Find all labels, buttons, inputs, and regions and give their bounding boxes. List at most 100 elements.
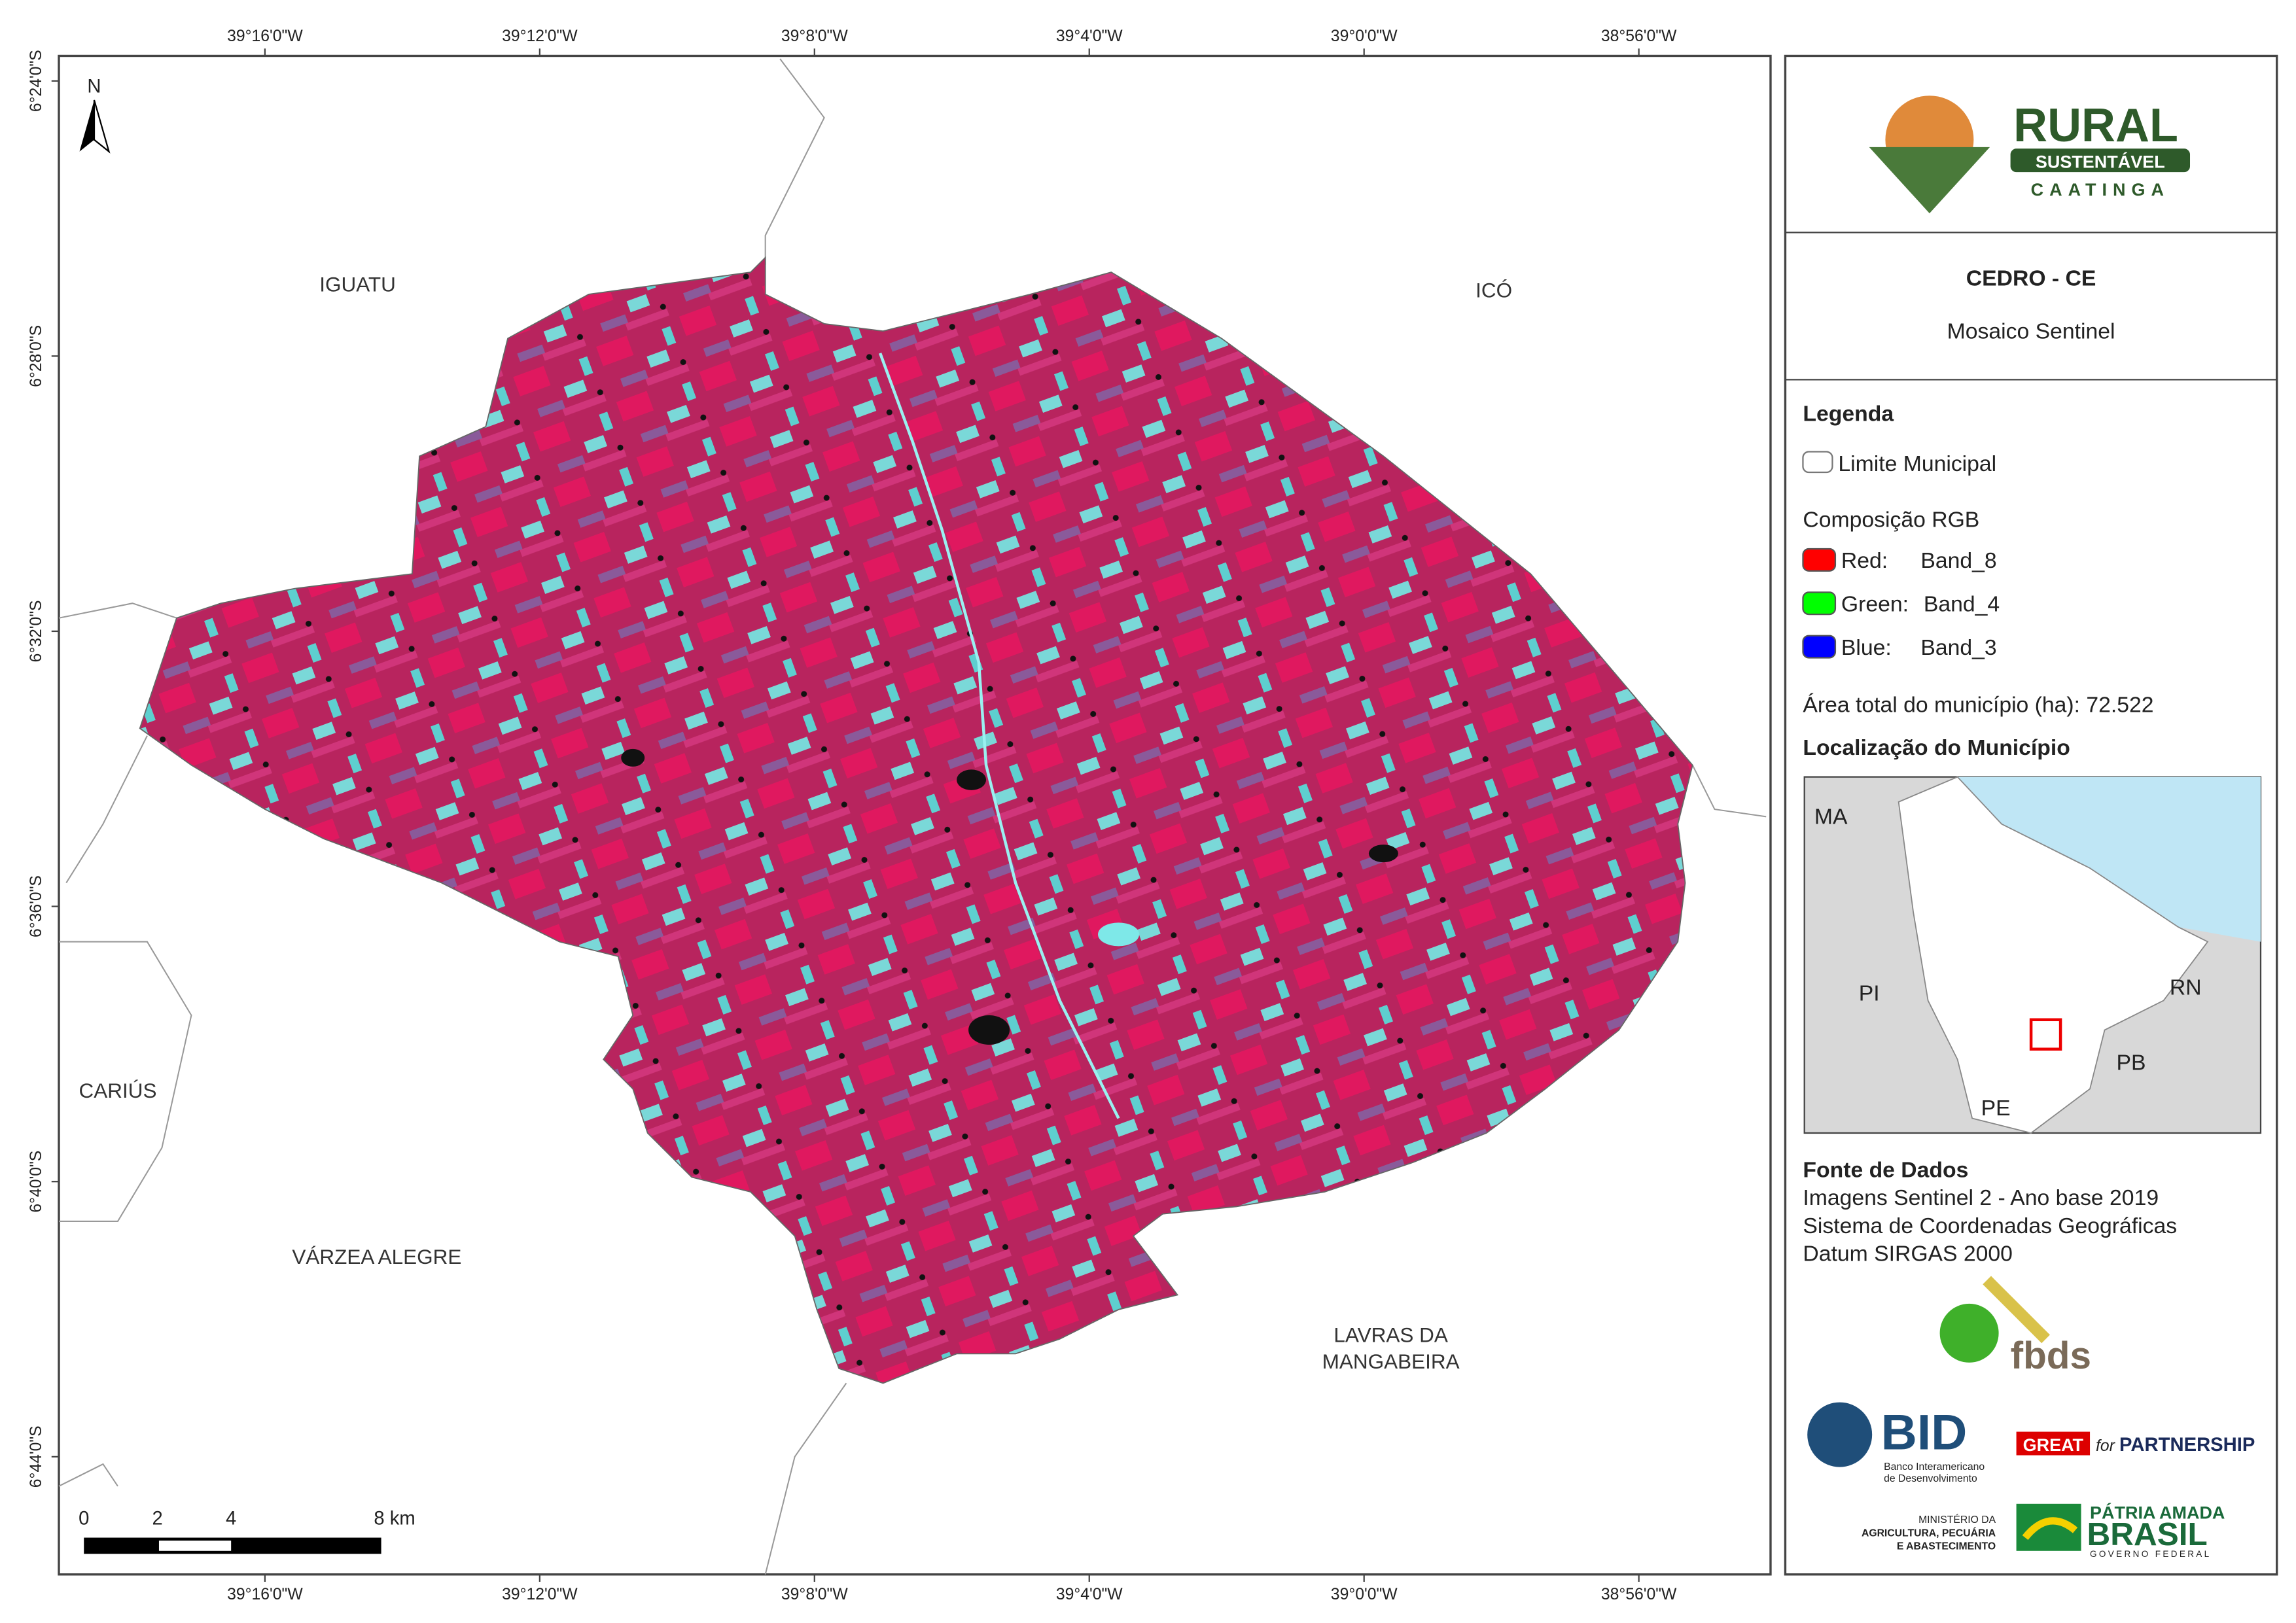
decoration xyxy=(957,769,987,790)
logo-text: GREAT xyxy=(2023,1435,2084,1455)
decoration xyxy=(2010,148,2191,173)
y-coord-label: 6°32'0"S xyxy=(27,600,45,662)
decoration xyxy=(968,1015,1010,1045)
legend-swatch xyxy=(1802,548,1837,572)
logo-text: for xyxy=(2096,1437,2116,1455)
y-coord-label: 6°36'0"S xyxy=(27,875,45,937)
side-panel: RURAL SUSTENTÁVEL CAATINGA CEDRO - CE Mo… xyxy=(1784,54,2278,1576)
decoration: 39°16'0"W 39°16'0"W 39°12'0"W 39°12'0"W 39°8… xyxy=(27,27,1677,1603)
decoration xyxy=(1807,1402,1873,1467)
scale-bar: 0 2 4 8 km xyxy=(79,1508,415,1554)
x-coord-label: 39°16'0"W xyxy=(227,27,303,45)
place-label: ICÓ xyxy=(1475,278,1512,302)
place-label: CARIÚS xyxy=(79,1079,156,1102)
source-line: Imagens Sentinel 2 - Ano base 2019 xyxy=(1803,1185,2159,1210)
inset-label: MA xyxy=(1814,805,1848,829)
source-line: Datum SIRGAS 2000 xyxy=(1803,1242,2012,1266)
decoration xyxy=(79,99,94,152)
place-label: IGUATU xyxy=(319,272,396,296)
x-coord-label: 39°16'0"W xyxy=(227,1586,303,1603)
logo-text: BID xyxy=(1881,1405,1968,1461)
logo-text: de Desenvolvimento xyxy=(1884,1473,1977,1484)
x-coord-label: 39°12'0"W xyxy=(502,27,578,45)
logo-text: AGRICULTURA, PECUÁRIA xyxy=(1862,1526,1996,1539)
legend-label: Band_8 xyxy=(1920,548,1996,573)
legend-title: Legenda xyxy=(1803,401,1894,426)
x-coord-label: 39°8'0"W xyxy=(781,27,848,45)
logo-text: PÁTRIA AMADA xyxy=(2090,1502,2225,1522)
decoration xyxy=(58,602,177,619)
x-coord-label: 39°4'0"W xyxy=(1056,27,1123,45)
municipal-boundaries xyxy=(58,58,1767,1575)
decoration xyxy=(58,1463,118,1487)
legend-label: Band_3 xyxy=(1920,635,1996,660)
municipality xyxy=(139,256,1693,1384)
decoration xyxy=(1098,922,1140,947)
scale-label: 0 xyxy=(79,1508,89,1529)
logo-text: BRASIL xyxy=(2087,1516,2208,1552)
decoration xyxy=(764,1382,847,1575)
water-bodies xyxy=(621,748,1398,1045)
logo-text: SUSTENTÁVEL xyxy=(2036,151,2165,171)
y-coord-label: 6°24'0"S xyxy=(27,50,45,112)
legend-swatch xyxy=(1802,591,1837,616)
place-label: MANGABEIRA xyxy=(1322,1350,1460,1373)
scale-label: 8 km xyxy=(374,1508,415,1529)
decoration xyxy=(2016,1431,2091,1456)
inset-label: PE xyxy=(1981,1096,2011,1121)
decoration xyxy=(158,1541,232,1551)
y-coord-label: 6°28'0"S xyxy=(27,325,45,387)
title: CEDRO - CE xyxy=(1966,266,2096,290)
inset-label: RN xyxy=(2170,975,2202,1000)
decoration xyxy=(1898,776,2209,1134)
legend-subtitle: Composição RGB xyxy=(1803,507,1979,532)
decoration xyxy=(65,735,148,884)
x-coord-label: 39°4'0"W xyxy=(1056,1586,1123,1603)
x-coord-label: 39°0'0"W xyxy=(1331,1586,1398,1603)
sources-title: Fonte de Dados xyxy=(1803,1157,1968,1182)
legend-label: Blue: xyxy=(1841,635,1892,660)
x-coord-label: 39°12'0"W xyxy=(502,1586,578,1603)
decoration xyxy=(59,941,192,1222)
decoration xyxy=(1368,845,1398,863)
x-coord-label: 38°56'0"W xyxy=(1601,27,1677,45)
decoration xyxy=(1957,777,2261,942)
place-label: LAVRAS DA xyxy=(1333,1323,1447,1346)
x-coord-label: 39°0'0"W xyxy=(1331,27,1398,45)
logo-text: fbds xyxy=(2011,1335,2091,1377)
decoration xyxy=(1802,451,1833,474)
y-coord-label: 6°40'0"S xyxy=(27,1151,45,1213)
logo-text: Banco Interamericano xyxy=(1884,1461,1985,1473)
decoration xyxy=(2022,1517,2078,1541)
scale-label: 2 xyxy=(152,1508,163,1529)
inset-label: PB xyxy=(2117,1050,2146,1075)
logo-text: GOVERNO FEDERAL xyxy=(2090,1549,2211,1559)
decoration: Red: Band_8 Green: Band_4 Blue: Band_3 xyxy=(1802,548,2000,660)
decoration xyxy=(84,1537,381,1554)
decoration xyxy=(93,99,111,154)
legend-label: Band_4 xyxy=(1924,592,2000,617)
legend-label: Red: xyxy=(1841,548,1888,573)
inset-map: MA PI RN PB PE xyxy=(1803,776,2262,1134)
logo-text: E ABASTECIMENTO xyxy=(1897,1541,1996,1552)
decoration xyxy=(1869,147,1990,214)
scale-label: 4 xyxy=(226,1508,236,1529)
logo-text: MINISTÉRIO DA xyxy=(1918,1513,1996,1526)
place-label: VÁRZEA ALEGRE xyxy=(292,1245,461,1268)
x-coord-label: 39°8'0"W xyxy=(781,1586,848,1603)
legend-swatch xyxy=(1802,635,1837,659)
river xyxy=(879,353,1120,1119)
decoration xyxy=(621,748,645,767)
x-coord-label: 38°56'0"W xyxy=(1601,1586,1677,1603)
logo-text: CAATINGA xyxy=(2031,180,2170,200)
north-label: N xyxy=(87,77,101,97)
decoration xyxy=(764,58,825,265)
logo-text: PARTNERSHIP xyxy=(2119,1435,2255,1456)
location-title: Localização do Município xyxy=(1803,735,2070,760)
legend-item: Limite Municipal xyxy=(1838,451,1996,476)
decoration xyxy=(2029,1018,2062,1051)
source-line: Sistema de Coordenadas Geográficas xyxy=(1803,1213,2177,1238)
logo-text: RURAL xyxy=(2013,99,2178,152)
area-text: Área total do município (ha): 72.522 xyxy=(1803,693,2153,718)
